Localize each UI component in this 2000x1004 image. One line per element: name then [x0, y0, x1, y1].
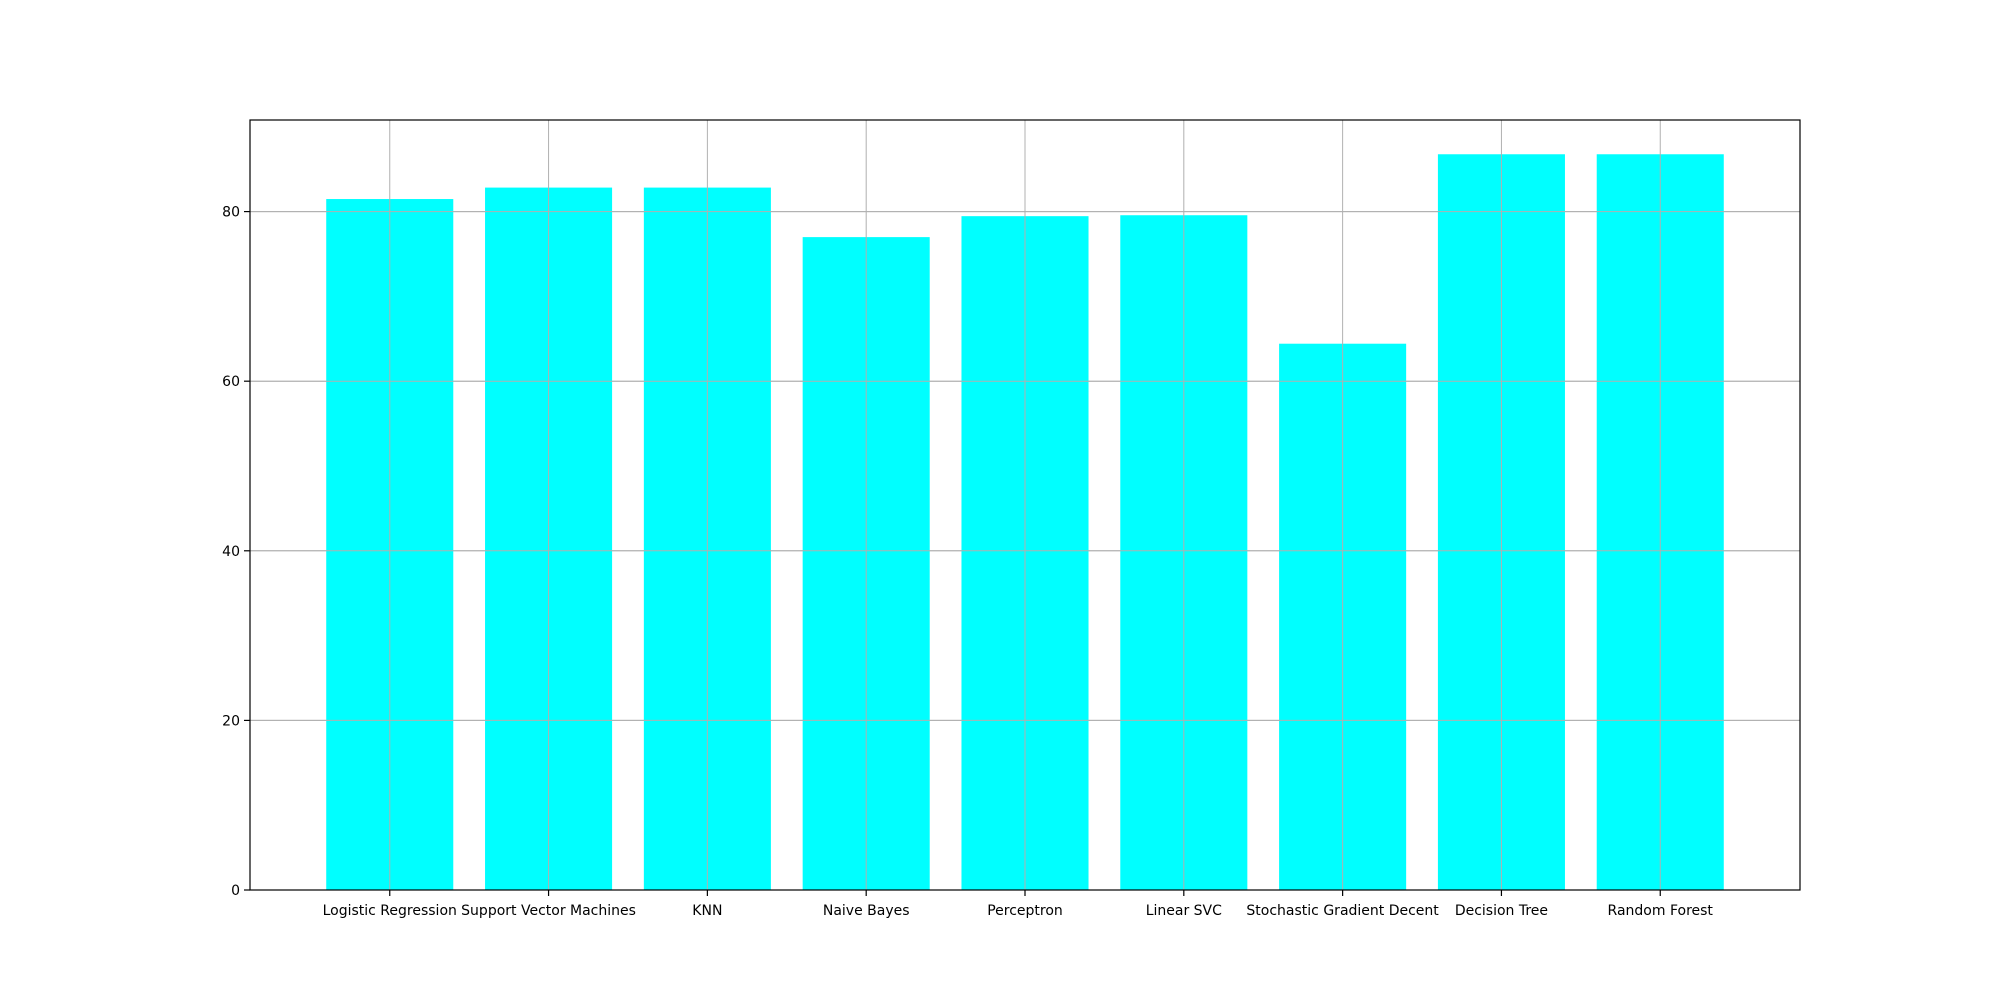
y-tick-label: 0: [231, 883, 240, 899]
x-tick-label: Naive Bayes: [823, 903, 910, 919]
y-tick-label: 60: [222, 374, 240, 390]
y-tick-label: 20: [222, 713, 240, 729]
x-tick-label: Random Forest: [1608, 903, 1714, 919]
x-axis-ticks: Logistic Regression Support Vector Machin…: [323, 890, 1714, 919]
x-tick-label: Linear SVC: [1146, 903, 1222, 919]
y-axis-ticks: 0 20 40 60 80: [222, 205, 250, 899]
x-tick-label: Support Vector Machines: [461, 903, 636, 919]
x-tick-label: Stochastic Gradient Decent: [1246, 903, 1439, 919]
x-tick-label: Decision Tree: [1455, 903, 1548, 919]
y-tick-label: 80: [222, 205, 240, 221]
x-tick-label: KNN: [692, 903, 722, 919]
x-tick-label: Perceptron: [987, 903, 1063, 919]
x-tick-label: Logistic Regression: [323, 903, 457, 919]
vertical-grid-lines: [250, 120, 1800, 890]
y-tick-label: 40: [222, 544, 240, 560]
